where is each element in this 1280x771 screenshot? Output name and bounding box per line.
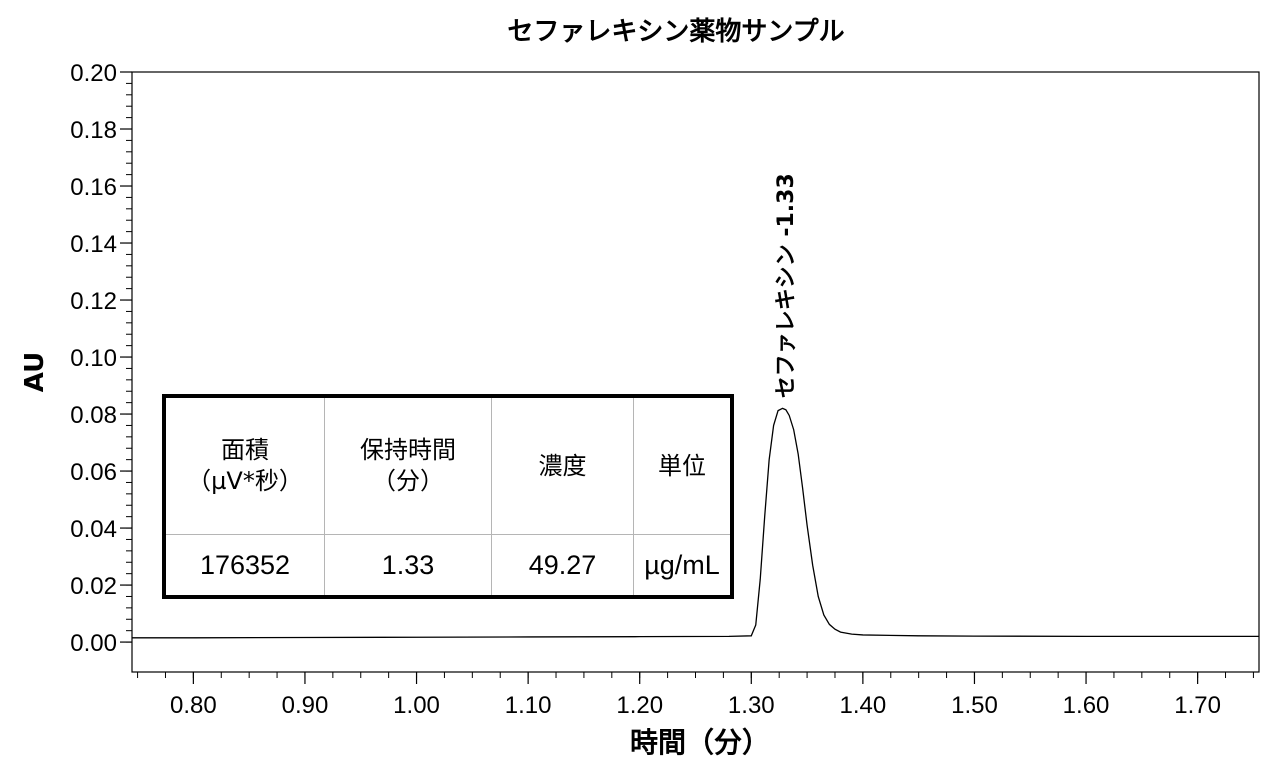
peak-annotation: セファレキシン -1.33 [774, 173, 799, 398]
x-tick-label: 1.30 [728, 692, 775, 719]
cell-area: 176352 [164, 534, 325, 597]
cell-concentration: 49.27 [491, 534, 634, 597]
y-tick-label: 0.06 [70, 459, 117, 486]
y-axis: 0.00 0.02 0.04 0.06 0.08 0.10 0.12 0.14 0.16 0.18… [70, 60, 132, 657]
y-tick-label: 0.14 [70, 231, 117, 258]
y-tick-label: 0.00 [70, 630, 117, 657]
results-table: 面積 （µV*秒） 保持時間 （分） 濃度 単位 176352 1.33 49.27… [162, 394, 734, 599]
y-tick-label: 0.08 [70, 402, 117, 429]
cell-unit: µg/mL [633, 534, 732, 597]
y-tick-label: 0.04 [70, 516, 117, 543]
x-tick-label: 1.40 [840, 692, 887, 719]
x-tick-label: 1.50 [951, 692, 998, 719]
results-table-row: 176352 1.33 49.27 µg/mL [164, 534, 732, 597]
chart-title: セファレキシン薬物サンプル [507, 17, 844, 47]
y-tick-label: 0.18 [70, 117, 117, 144]
header-retention-time: 保持時間 （分） [324, 396, 492, 535]
x-tick-label: 1.00 [393, 692, 440, 719]
x-tick-label: 1.60 [1063, 692, 1110, 719]
results-table-header-row: 面積 （µV*秒） 保持時間 （分） 濃度 単位 [164, 396, 732, 535]
y-tick-label: 0.20 [70, 60, 117, 87]
x-tick-label: 1.10 [505, 692, 552, 719]
header-concentration: 濃度 [491, 396, 634, 535]
x-tick-label: 0.90 [282, 692, 329, 719]
y-tick-label: 0.16 [70, 174, 117, 201]
y-tick-label: 0.12 [70, 288, 117, 315]
x-tick-label: 1.20 [616, 692, 663, 719]
header-area: 面積 （µV*秒） [164, 396, 325, 535]
x-tick-label: 1.70 [1174, 692, 1221, 719]
y-tick-label: 0.02 [70, 573, 117, 600]
chromatogram-trace [132, 407, 1259, 639]
x-tick-label: 0.80 [170, 692, 217, 719]
y-tick-label: 0.10 [70, 345, 117, 372]
x-axis: 0.80 0.90 1.00 1.10 1.20 1.30 1.40 1.50 1.60 1.70 [137, 672, 1254, 719]
x-axis-label: 時間（分） [630, 726, 770, 759]
cell-retention-time: 1.33 [324, 534, 492, 597]
header-unit: 単位 [633, 396, 732, 535]
y-axis-label: AU [20, 352, 50, 392]
